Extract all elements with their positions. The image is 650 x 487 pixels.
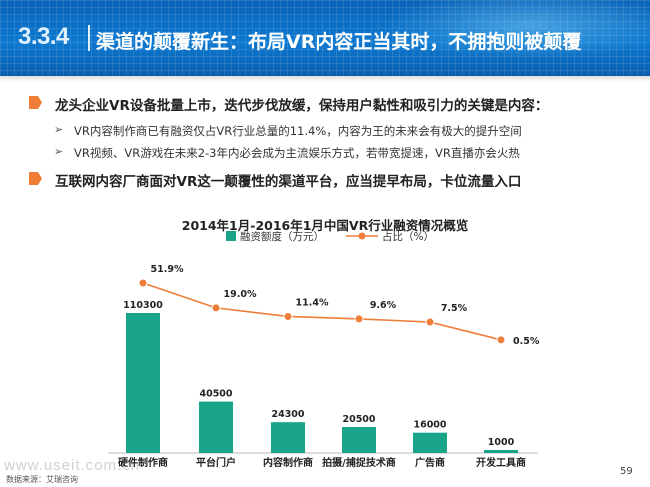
page-number: 59 [620,466,633,477]
section-divider [88,25,90,51]
bar [413,432,447,453]
sub-bullet-arrow-icon: ➢ [54,123,64,136]
header-glow [380,0,650,60]
bullet-arrow-icon [29,96,42,109]
category-label: 开发工具商 [476,456,526,469]
bar [342,426,376,453]
line-value-label: 51.9% [151,264,184,275]
header-shadow [0,76,650,82]
line-point [496,335,506,345]
sub-bullet-text: VR内容制作商已有融资仅占VR行业总量的11.4%，内容为王的未来会有极大的提升… [74,124,522,138]
bar-value-label: 16000 [413,420,446,431]
legend-bar-swatch [226,231,236,241]
bar-value-label: 110300 [123,300,163,311]
line-value-label: 7.5% [441,303,468,314]
bullet-arrow-icon [29,172,42,185]
legend-bar-label: 融资额度（万元） [240,230,324,243]
line-value-label: 19.0% [224,289,257,300]
line-point [425,317,435,327]
data-source: 数据来源：艾瑞咨询 [6,475,78,484]
line-series [142,282,502,341]
legend-line-label: 占比（%） [382,230,434,243]
bar [271,422,305,453]
chart-title: 2014年1月-2016年1月中国VR行业融资情况概览 [181,218,469,233]
slide-header: 3.3.4 渠道的颠覆新生：布局VR内容正当其时，不拥抱则被颠覆 [0,0,650,76]
bar [484,450,518,453]
bar [199,401,233,453]
header-grid-pattern [0,0,650,76]
line-value-label: 11.4% [296,297,329,308]
bar-value-label: 24300 [271,409,304,420]
category-label: 广告商 [415,456,445,469]
sub-bullet-arrow-icon: ➢ [54,145,64,158]
category-label: 平台门户 [196,456,236,469]
watermark: www.useit.com.cn [4,457,141,474]
line-value-label: 0.5% [513,336,540,347]
section-number: 3.3.4 [18,23,69,50]
line-point [211,303,221,313]
legend-line-marker [358,232,366,240]
line-point [354,314,364,324]
category-label: 拍摄/捕捉技术商 [322,456,396,469]
category-label: 内容制作商 [263,456,313,469]
line-point [283,311,293,321]
bar-value-label: 1000 [488,437,515,448]
sub-bullet-text: VR视频、VR游戏在未来2-3年内必会成为主流娱乐方式，若带宽提速，VR直播亦会… [74,146,520,160]
bar-value-label: 40500 [199,389,232,400]
line-point [138,278,148,288]
bullet-text: 龙头企业VR设备批量上市，迭代步伐放缓，保持用户黏性和吸引力的关键是内容： [55,98,549,114]
category-label: 硬件制作商 [118,456,168,469]
bar-value-label: 20500 [342,414,375,425]
bar [126,313,160,453]
slide-title: 渠道的颠覆新生：布局VR内容正当其时，不拥抱则被颠覆 [96,31,582,53]
line-value-label: 9.6% [370,300,397,311]
bullet-text: 互联网内容厂商面对VR这一颠覆性的渠道平台，应当提早布局，卡位流量入口 [55,174,522,190]
